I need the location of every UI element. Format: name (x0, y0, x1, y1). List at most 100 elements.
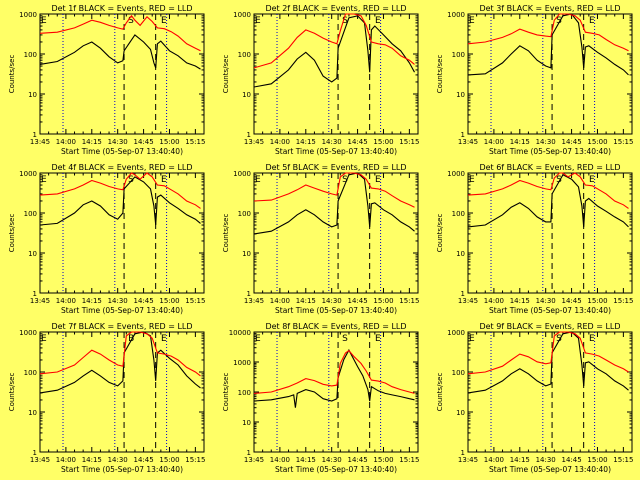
x-tick-label: 14:00 (56, 297, 76, 305)
chart-title: Det 1f BLACK = Events, RED = LLD (51, 4, 192, 13)
x-tick-label: 14:15 (510, 297, 530, 305)
y-tick-label: 1000 (19, 170, 37, 178)
chart-panel-2: Det 2f BLACK = Events, RED = LLD 1 10 100 10… (222, 4, 419, 156)
x-tick-label: 14:30 (108, 297, 128, 305)
marker-label: E (41, 334, 47, 344)
y-axis-label: Counts/sec (222, 214, 230, 253)
marker-label: S (128, 16, 134, 26)
marker-label: S (342, 334, 348, 344)
x-tick-label: 14:45 (561, 138, 581, 146)
x-tick-label: 15:15 (185, 297, 205, 305)
y-tick-label: 10 (28, 409, 37, 417)
y-tick-label: 1 (33, 449, 37, 457)
marker-label: E (375, 16, 381, 26)
x-tick-label: 14:45 (347, 456, 367, 464)
y-tick-label: 1000 (447, 11, 465, 19)
y-tick-label: 1000 (19, 329, 37, 337)
x-tick-label: 15:00 (587, 297, 607, 305)
x-tick-label: 15:15 (185, 138, 205, 146)
chart-title: Det 5f BLACK = Events, RED = LLD (265, 163, 406, 172)
y-tick-label: 1000 (447, 170, 465, 178)
y-tick-label: 100 (24, 369, 37, 377)
y-tick-label: 1000 (233, 11, 251, 19)
series-line-events (253, 15, 415, 88)
x-tick-label: 15:00 (373, 138, 393, 146)
marker-label: B (128, 334, 134, 344)
x-tick-label: 14:45 (133, 297, 153, 305)
marker-label: E (375, 175, 381, 185)
x-tick-label: 14:15 (296, 138, 316, 146)
x-tick-label: 14:45 (347, 138, 367, 146)
x-tick-label: 14:45 (561, 456, 581, 464)
chart-panel-8: Det 8f BLACK = Events, RED = LLD 1 10 100 10… (222, 322, 419, 474)
y-tick-label: 1 (33, 290, 37, 298)
marker-label: E (255, 16, 261, 26)
x-tick-label: 13:45 (458, 138, 478, 146)
series-line-events (467, 13, 629, 76)
series-line-lld (39, 172, 201, 209)
series-line-events (39, 34, 201, 70)
marker-label: E (41, 175, 47, 185)
chart-panel-1: Det 1f BLACK = Events, RED = LLD 1 10 100 10… (8, 4, 205, 156)
series-line-lld (253, 13, 415, 69)
y-tick-label: 1 (461, 131, 465, 139)
x-tick-label: 15:15 (613, 297, 633, 305)
y-axis-label: Counts/sec (222, 373, 230, 412)
y-tick-label: 1 (461, 290, 465, 298)
x-tick-label: 13:45 (30, 456, 50, 464)
chart-panel-3: Det 3f BLACK = Events, RED = LLD 1 10 100 10… (436, 4, 633, 156)
y-tick-label: 10 (456, 409, 465, 417)
marker-label: E (469, 175, 475, 185)
chart-panel-5: Det 5f BLACK = Events, RED = LLD 1 10 100 10… (222, 163, 419, 315)
y-tick-label: 10 (242, 250, 251, 258)
y-axis-label: Counts/sec (8, 214, 16, 253)
plot-frame (39, 172, 205, 294)
chart-title: Det 7f BLACK = Events, RED = LLD (51, 322, 192, 331)
y-tick-label: 1000 (233, 359, 251, 367)
x-tick-label: 14:15 (296, 456, 316, 464)
chart-panel-6: Det 6f BLACK = Events, RED = LLD 1 10 100 10… (436, 163, 633, 315)
series-line-events (467, 331, 629, 394)
chart-title: Det 8f BLACK = Events, RED = LLD (265, 322, 406, 331)
x-tick-label: 14:30 (322, 138, 342, 146)
plot-frame (39, 13, 205, 135)
x-tick-label: 14:30 (108, 456, 128, 464)
chart-panel-7: Det 7f BLACK = Events, RED = LLD 1 10 100 10… (8, 322, 205, 474)
y-tick-label: 1 (247, 290, 251, 298)
marker-label: E (161, 175, 167, 185)
y-tick-label: 1 (247, 131, 251, 139)
x-tick-label: 15:15 (613, 456, 633, 464)
x-tick-label: 13:45 (458, 456, 478, 464)
y-tick-label: 1000 (233, 170, 251, 178)
x-tick-label: 14:30 (108, 138, 128, 146)
chart-panel-4: Det 4f BLACK = Events, RED = LLD 1 10 100 10… (8, 163, 205, 315)
y-tick-label: 10 (456, 250, 465, 258)
x-tick-label: 14:00 (270, 138, 290, 146)
y-tick-label: 100 (24, 51, 37, 59)
y-tick-label: 1000 (19, 11, 37, 19)
x-axis-label: Start Time (05-Sep-07 13:40:40) (61, 465, 183, 474)
marker-label: E (589, 334, 595, 344)
marker-label: E (41, 16, 47, 26)
chart-title: Det 4f BLACK = Events, RED = LLD (51, 163, 192, 172)
plot-frame (467, 331, 633, 453)
x-tick-label: 14:00 (270, 456, 290, 464)
plot-frame (253, 331, 419, 453)
y-tick-label: 10 (456, 91, 465, 99)
x-tick-label: 13:45 (30, 138, 50, 146)
series-line-lld (253, 349, 415, 394)
series-line-events (253, 348, 415, 408)
x-tick-label: 15:00 (373, 456, 393, 464)
x-tick-label: 14:30 (536, 297, 556, 305)
y-tick-label: 1 (247, 449, 251, 457)
x-tick-label: 14:45 (133, 456, 153, 464)
x-tick-label: 15:00 (159, 297, 179, 305)
y-tick-label: 100 (452, 210, 465, 218)
x-tick-label: 15:00 (159, 138, 179, 146)
x-tick-label: 14:15 (82, 297, 102, 305)
chart-title: Det 2f BLACK = Events, RED = LLD (265, 4, 406, 13)
x-tick-label: 15:15 (399, 138, 419, 146)
x-tick-label: 14:45 (133, 138, 153, 146)
x-axis-label: Start Time (05-Sep-07 13:40:40) (489, 465, 611, 474)
